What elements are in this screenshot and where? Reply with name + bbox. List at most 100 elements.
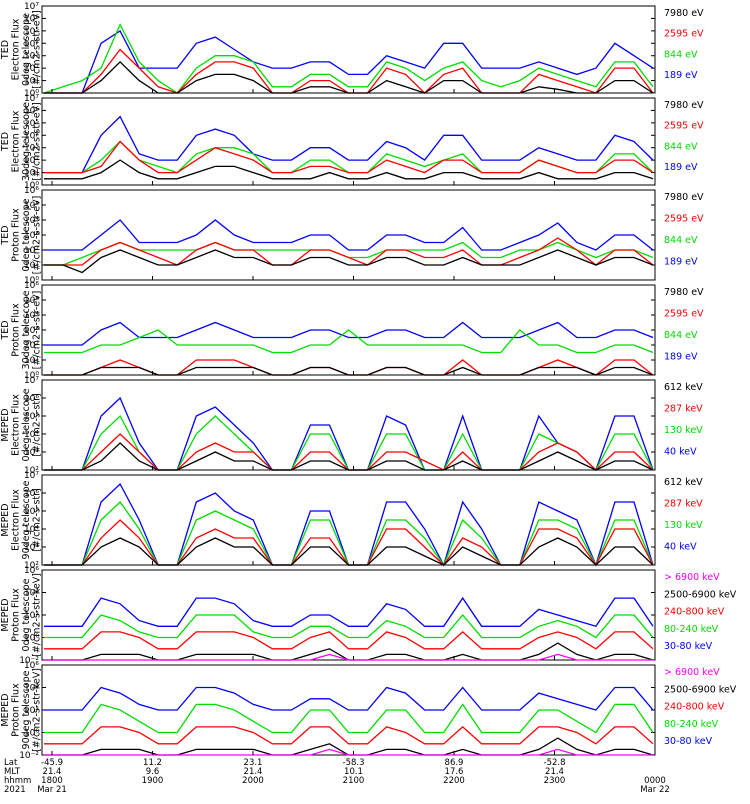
series-line — [44, 29, 654, 94]
x-axis-row-label: 2021 — [4, 785, 26, 795]
y-tick-label: 10⁻² — [19, 656, 39, 666]
legend-label: 2595 eV — [664, 121, 704, 132]
x-tick-label: 21.4 — [545, 767, 564, 777]
x-axis-row-label: hhmm — [4, 776, 31, 786]
x-tick-label: 2100 — [343, 776, 365, 786]
legend-label: 612 keV — [664, 382, 703, 393]
legend-label: 240-800 keV — [664, 607, 725, 618]
y-axis-label-line: TED — [0, 132, 11, 152]
y-axis-label: TED Proton Flux 0deg telescope [#/cm2-s-str… — [0, 196, 43, 275]
series-line — [44, 241, 654, 266]
series-line — [44, 366, 654, 376]
y-tick-label: 10¹ — [24, 261, 39, 271]
x-axis-row-label: MLT — [4, 767, 21, 777]
y-tick-label: 10⁰ — [24, 276, 39, 286]
y-axis-label: MEPED Electron Flux 0deg telescope [#/cm2-s… — [0, 388, 43, 461]
series-line — [44, 237, 654, 266]
series-line — [44, 321, 654, 346]
legend-label: 189 eV — [664, 162, 698, 173]
y-axis-label-line: [#/cm2-s-str] — [32, 393, 43, 456]
x-tick-label: 2000 — [242, 776, 264, 786]
y-tick-label: 10³ — [24, 52, 39, 62]
y-axis-label-line: MEPED — [0, 503, 11, 536]
legend-label: 844 eV — [664, 330, 698, 341]
legend-label: 40 keV — [664, 541, 697, 552]
series-line — [44, 442, 654, 471]
series-line — [44, 631, 654, 650]
x-tick-label: Mar 22 — [640, 785, 670, 795]
y-tick-label: 10⁰ — [24, 634, 39, 644]
y-tick-label: 10⁵ — [24, 412, 39, 422]
y-axis-label-line: [#/cm2-s-str-keV] — [32, 573, 43, 657]
y-tick-label: 10⁶ — [24, 281, 39, 291]
y-axis-label-line: TED — [0, 40, 11, 60]
y-axis-label: MEPED Electron Flux 90deg telescope [#/cm2-… — [0, 480, 43, 559]
x-tick-label: 0000 — [644, 776, 666, 786]
y-tick-label: 10⁵ — [24, 27, 39, 37]
y-axis-label: TED Electron Flux 0deg telescope [#/cm2-s-s… — [0, 10, 43, 89]
x-tick-label: 10.1 — [344, 767, 363, 777]
y-tick-label: 10⁶ — [24, 489, 39, 499]
y-tick-label: 10⁵ — [24, 296, 39, 306]
series-line — [44, 249, 654, 274]
y-axis-label-line: 0deg telescope — [21, 388, 32, 461]
legend-label: 287 keV — [664, 498, 703, 509]
y-axis-label-line: 90deg telescope — [21, 670, 32, 749]
y-axis-label-line: [#/cm2-s-str-eV] — [32, 291, 43, 370]
legend-label: > 6900 keV — [664, 572, 720, 583]
panel-frame — [41, 5, 656, 94]
y-tick-label: 10⁵ — [24, 507, 39, 517]
y-axis-label-line: [#/cm2-s-str-eV] — [32, 196, 43, 275]
y-tick-label: 10³ — [24, 144, 39, 154]
series-line — [44, 686, 654, 711]
legend-label: 7980 eV — [664, 8, 704, 19]
x-tick-label: 1900 — [142, 776, 164, 786]
panel-frame — [41, 474, 656, 566]
y-tick-label: 10⁷ — [24, 2, 39, 12]
y-tick-label: 10⁷ — [24, 376, 39, 386]
y-axis-label-line: Proton Flux — [11, 683, 22, 737]
series-line — [44, 537, 654, 566]
series-line — [44, 519, 654, 567]
y-axis-label-line: Electron Flux — [11, 489, 22, 551]
y-tick-label: 10¹ — [24, 77, 39, 87]
legend-label: 30-80 keV — [664, 641, 713, 652]
series-line — [44, 414, 654, 472]
y-axis-label-line: 0deg telescope — [21, 578, 32, 651]
legend-label: 80-240 keV — [664, 719, 719, 730]
y-axis-label-line: Electron Flux — [11, 110, 22, 172]
y-tick-label: 10⁵ — [24, 201, 39, 211]
x-axis-row-label: Lat — [4, 758, 18, 768]
y-tick-label: 10² — [24, 246, 39, 256]
legend-label: 189 eV — [664, 256, 698, 267]
y-axis-label-line: Electron Flux — [11, 394, 22, 456]
y-tick-label: 10⁴ — [24, 311, 39, 321]
y-axis-label-line: 0deg telescope — [21, 198, 32, 271]
y-tick-label: 10² — [24, 341, 39, 351]
y-tick-label: 10⁰ — [24, 371, 39, 381]
y-tick-label: 10⁰ — [24, 181, 39, 191]
y-tick-label: 10⁴ — [24, 131, 39, 141]
series-line — [44, 219, 654, 251]
series-line — [44, 748, 653, 756]
legend-label: 2500-6900 keV — [664, 589, 737, 600]
series-line — [44, 115, 654, 174]
y-axis-label-line: 30deg telescope — [21, 290, 32, 369]
series-line — [44, 396, 654, 472]
y-axis-label-line: 90deg telescope — [21, 480, 32, 559]
series-line — [44, 703, 654, 734]
legend-label: 2595 eV — [664, 308, 704, 319]
y-tick-label: 10⁴ — [24, 39, 39, 49]
y-tick-label: 10³ — [24, 543, 39, 553]
panel-frame — [41, 97, 656, 186]
y-tick-label: 10¹ — [24, 356, 39, 366]
y-axis-label-line: Proton Flux — [11, 588, 22, 642]
series-line — [44, 613, 654, 639]
legend-label: 2595 eV — [664, 29, 704, 40]
series-line — [44, 60, 654, 94]
x-tick-label: 23.1 — [244, 758, 263, 768]
y-axis-label: MEPED Proton Flux 0deg telescope [#/cm2-s-s… — [0, 573, 43, 657]
y-tick-label: 10⁶ — [24, 186, 39, 196]
